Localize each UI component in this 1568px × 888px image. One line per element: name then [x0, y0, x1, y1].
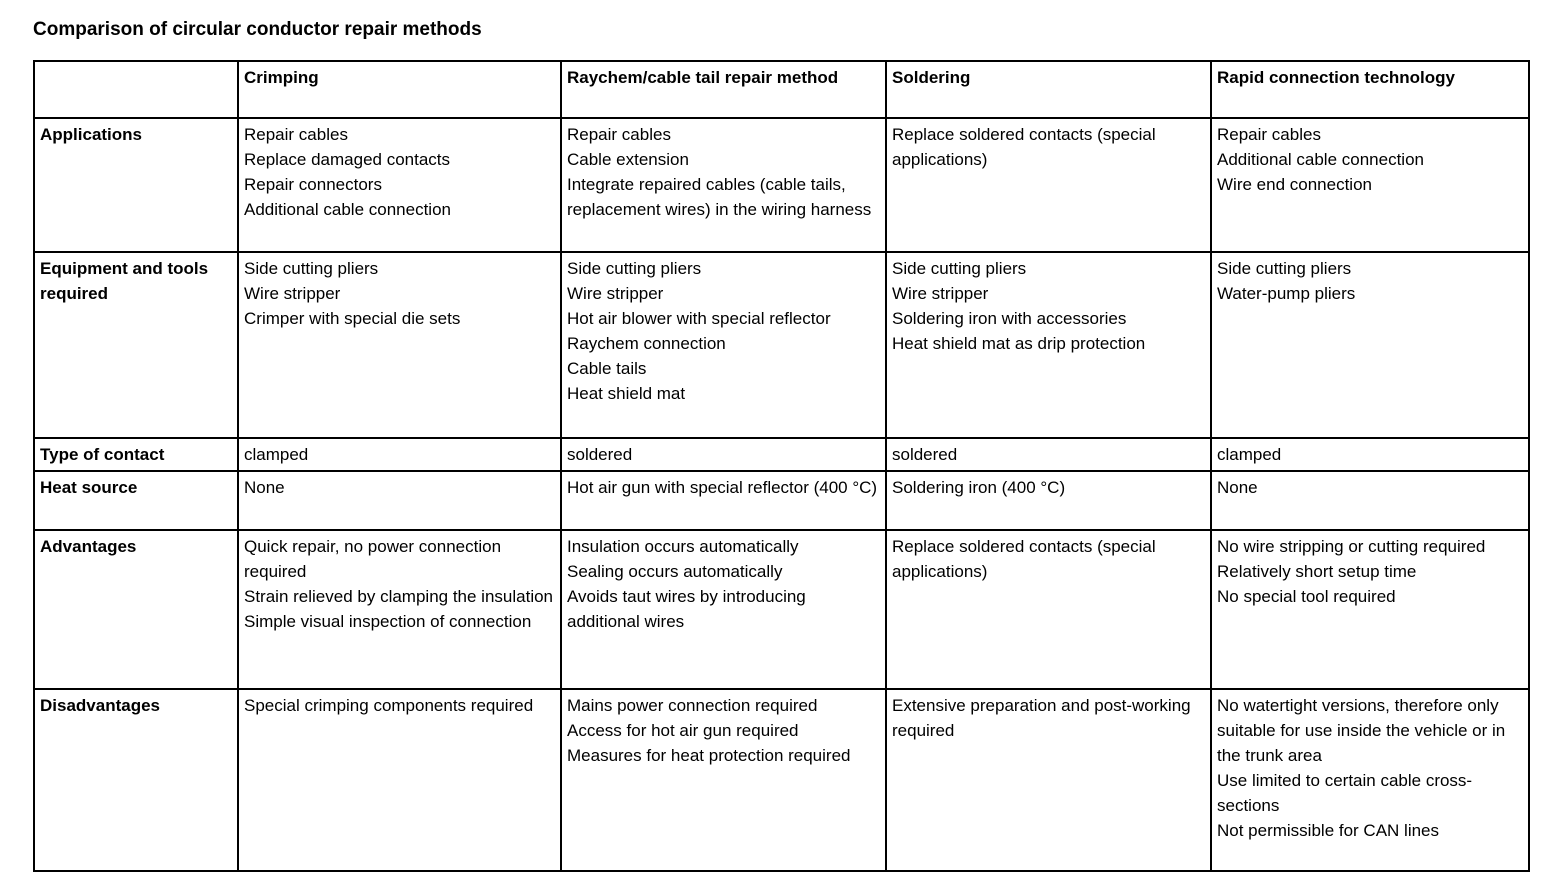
table-cell: No watertight versions, therefore only s… — [1210, 688, 1530, 872]
row-label-applications: Applications — [33, 117, 239, 253]
table-cell: Side cutting pliers Wire stripper Hot ai… — [560, 251, 887, 439]
column-header-crimping: Crimping — [237, 60, 562, 119]
column-header-rapid-connection: Rapid connection technology — [1210, 60, 1530, 119]
table-cell: Repair cables Replace damaged contacts R… — [237, 117, 562, 253]
table-row-heat-source: Heat source None Hot air gun with specia… — [33, 470, 1530, 531]
table-cell: None — [1210, 470, 1530, 531]
table-row-applications: Applications Repair cables Replace damag… — [33, 117, 1530, 253]
table-cell: Insulation occurs automatically Sealing … — [560, 529, 887, 690]
table-row-type-of-contact: Type of contact clamped soldered soldere… — [33, 437, 1530, 472]
table-cell: Soldering iron (400 °C) — [885, 470, 1212, 531]
table-cell: Quick repair, no power connection requir… — [237, 529, 562, 690]
table-cell: Replace soldered contacts (special appli… — [885, 117, 1212, 253]
column-header-soldering: Soldering — [885, 60, 1212, 119]
table-row-disadvantages: Disadvantages Special crimping component… — [33, 688, 1530, 872]
column-header-blank — [33, 60, 239, 119]
table-cell: Mains power connection required Access f… — [560, 688, 887, 872]
comparison-table: Crimping Raychem/cable tail repair metho… — [33, 60, 1530, 872]
row-label-type-of-contact: Type of contact — [33, 437, 239, 472]
table-cell: Repair cables Additional cable connectio… — [1210, 117, 1530, 253]
row-label-disadvantages: Disadvantages — [33, 688, 239, 872]
table-row-equipment: Equipment and tools required Side cuttin… — [33, 251, 1530, 439]
table-cell: Side cutting pliers Water-pump pliers — [1210, 251, 1530, 439]
table-cell: No wire stripping or cutting required Re… — [1210, 529, 1530, 690]
table-cell: Side cutting pliers Wire stripper Solder… — [885, 251, 1212, 439]
table-cell: Side cutting pliers Wire stripper Crimpe… — [237, 251, 562, 439]
table-cell: clamped — [1210, 437, 1530, 472]
row-label-advantages: Advantages — [33, 529, 239, 690]
table-cell: Repair cables Cable extension Integrate … — [560, 117, 887, 253]
row-label-equipment: Equipment and tools required — [33, 251, 239, 439]
row-label-heat-source: Heat source — [33, 470, 239, 531]
table-cell: Extensive preparation and post-working r… — [885, 688, 1212, 872]
table-row-advantages: Advantages Quick repair, no power connec… — [33, 529, 1530, 690]
table-cell: soldered — [885, 437, 1212, 472]
table-cell: Hot air gun with special reflector (400 … — [560, 470, 887, 531]
header-row: Crimping Raychem/cable tail repair metho… — [33, 60, 1530, 119]
column-header-raychem: Raychem/cable tail repair method — [560, 60, 887, 119]
page-title: Comparison of circular conductor repair … — [33, 19, 482, 40]
table-cell: Replace soldered contacts (special appli… — [885, 529, 1212, 690]
table-cell: soldered — [560, 437, 887, 472]
table-cell: clamped — [237, 437, 562, 472]
table-cell: None — [237, 470, 562, 531]
table-cell: Special crimping components required — [237, 688, 562, 872]
